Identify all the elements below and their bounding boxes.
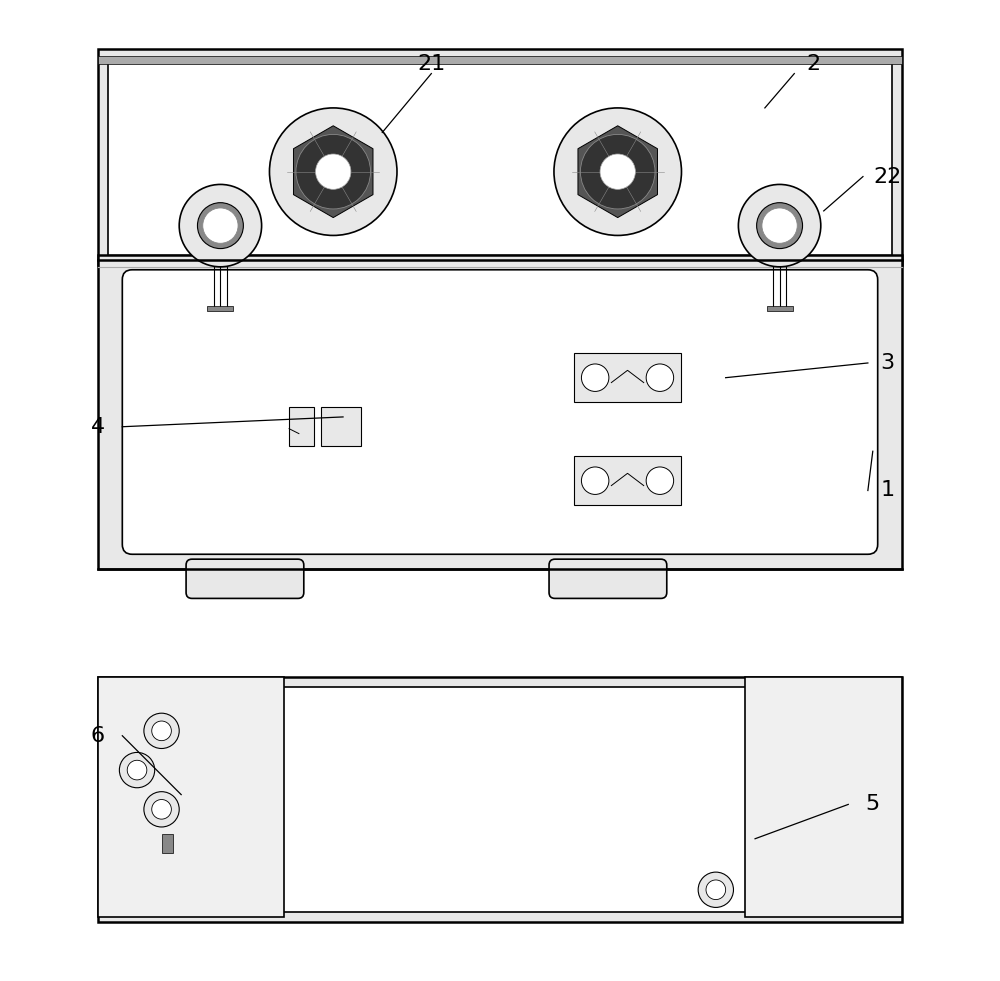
Bar (745, 677, 902, 917)
Circle shape (600, 154, 635, 189)
Circle shape (580, 134, 655, 209)
Circle shape (698, 872, 733, 907)
Bar (289, 407, 314, 446)
Text: 1: 1 (880, 481, 895, 500)
Bar (98, 56, 902, 64)
Circle shape (738, 184, 821, 267)
Bar (767, 306, 793, 311)
Circle shape (581, 364, 609, 391)
Circle shape (152, 721, 171, 741)
Circle shape (269, 108, 397, 235)
Bar (321, 407, 361, 446)
Circle shape (706, 880, 726, 900)
Text: 2: 2 (807, 54, 821, 74)
Bar (98, 677, 284, 917)
Bar (108, 687, 892, 912)
Bar (98, 49, 902, 265)
Text: 4: 4 (91, 417, 105, 437)
Bar (574, 456, 681, 505)
Polygon shape (293, 126, 373, 218)
Circle shape (203, 208, 238, 243)
Circle shape (119, 752, 155, 788)
Text: 22: 22 (873, 167, 902, 186)
Circle shape (179, 184, 262, 267)
Circle shape (581, 467, 609, 494)
Bar (108, 59, 892, 255)
Text: 3: 3 (880, 353, 895, 373)
Bar (98, 255, 902, 569)
Circle shape (296, 134, 371, 209)
FancyBboxPatch shape (549, 559, 667, 598)
Circle shape (646, 364, 674, 391)
Circle shape (197, 203, 243, 248)
Bar (98, 677, 902, 922)
FancyBboxPatch shape (186, 559, 304, 598)
Text: 21: 21 (417, 54, 445, 74)
Circle shape (144, 713, 179, 749)
Circle shape (646, 467, 674, 494)
Circle shape (762, 208, 797, 243)
Circle shape (554, 108, 681, 235)
Text: 6: 6 (91, 726, 105, 746)
Polygon shape (578, 126, 657, 218)
Circle shape (757, 203, 803, 248)
Bar (574, 353, 681, 402)
Circle shape (316, 154, 351, 189)
Text: 5: 5 (866, 795, 880, 814)
Circle shape (152, 800, 171, 819)
FancyBboxPatch shape (122, 270, 878, 554)
Bar (162, 834, 173, 853)
Circle shape (127, 760, 147, 780)
Circle shape (144, 792, 179, 827)
Bar (207, 306, 233, 311)
